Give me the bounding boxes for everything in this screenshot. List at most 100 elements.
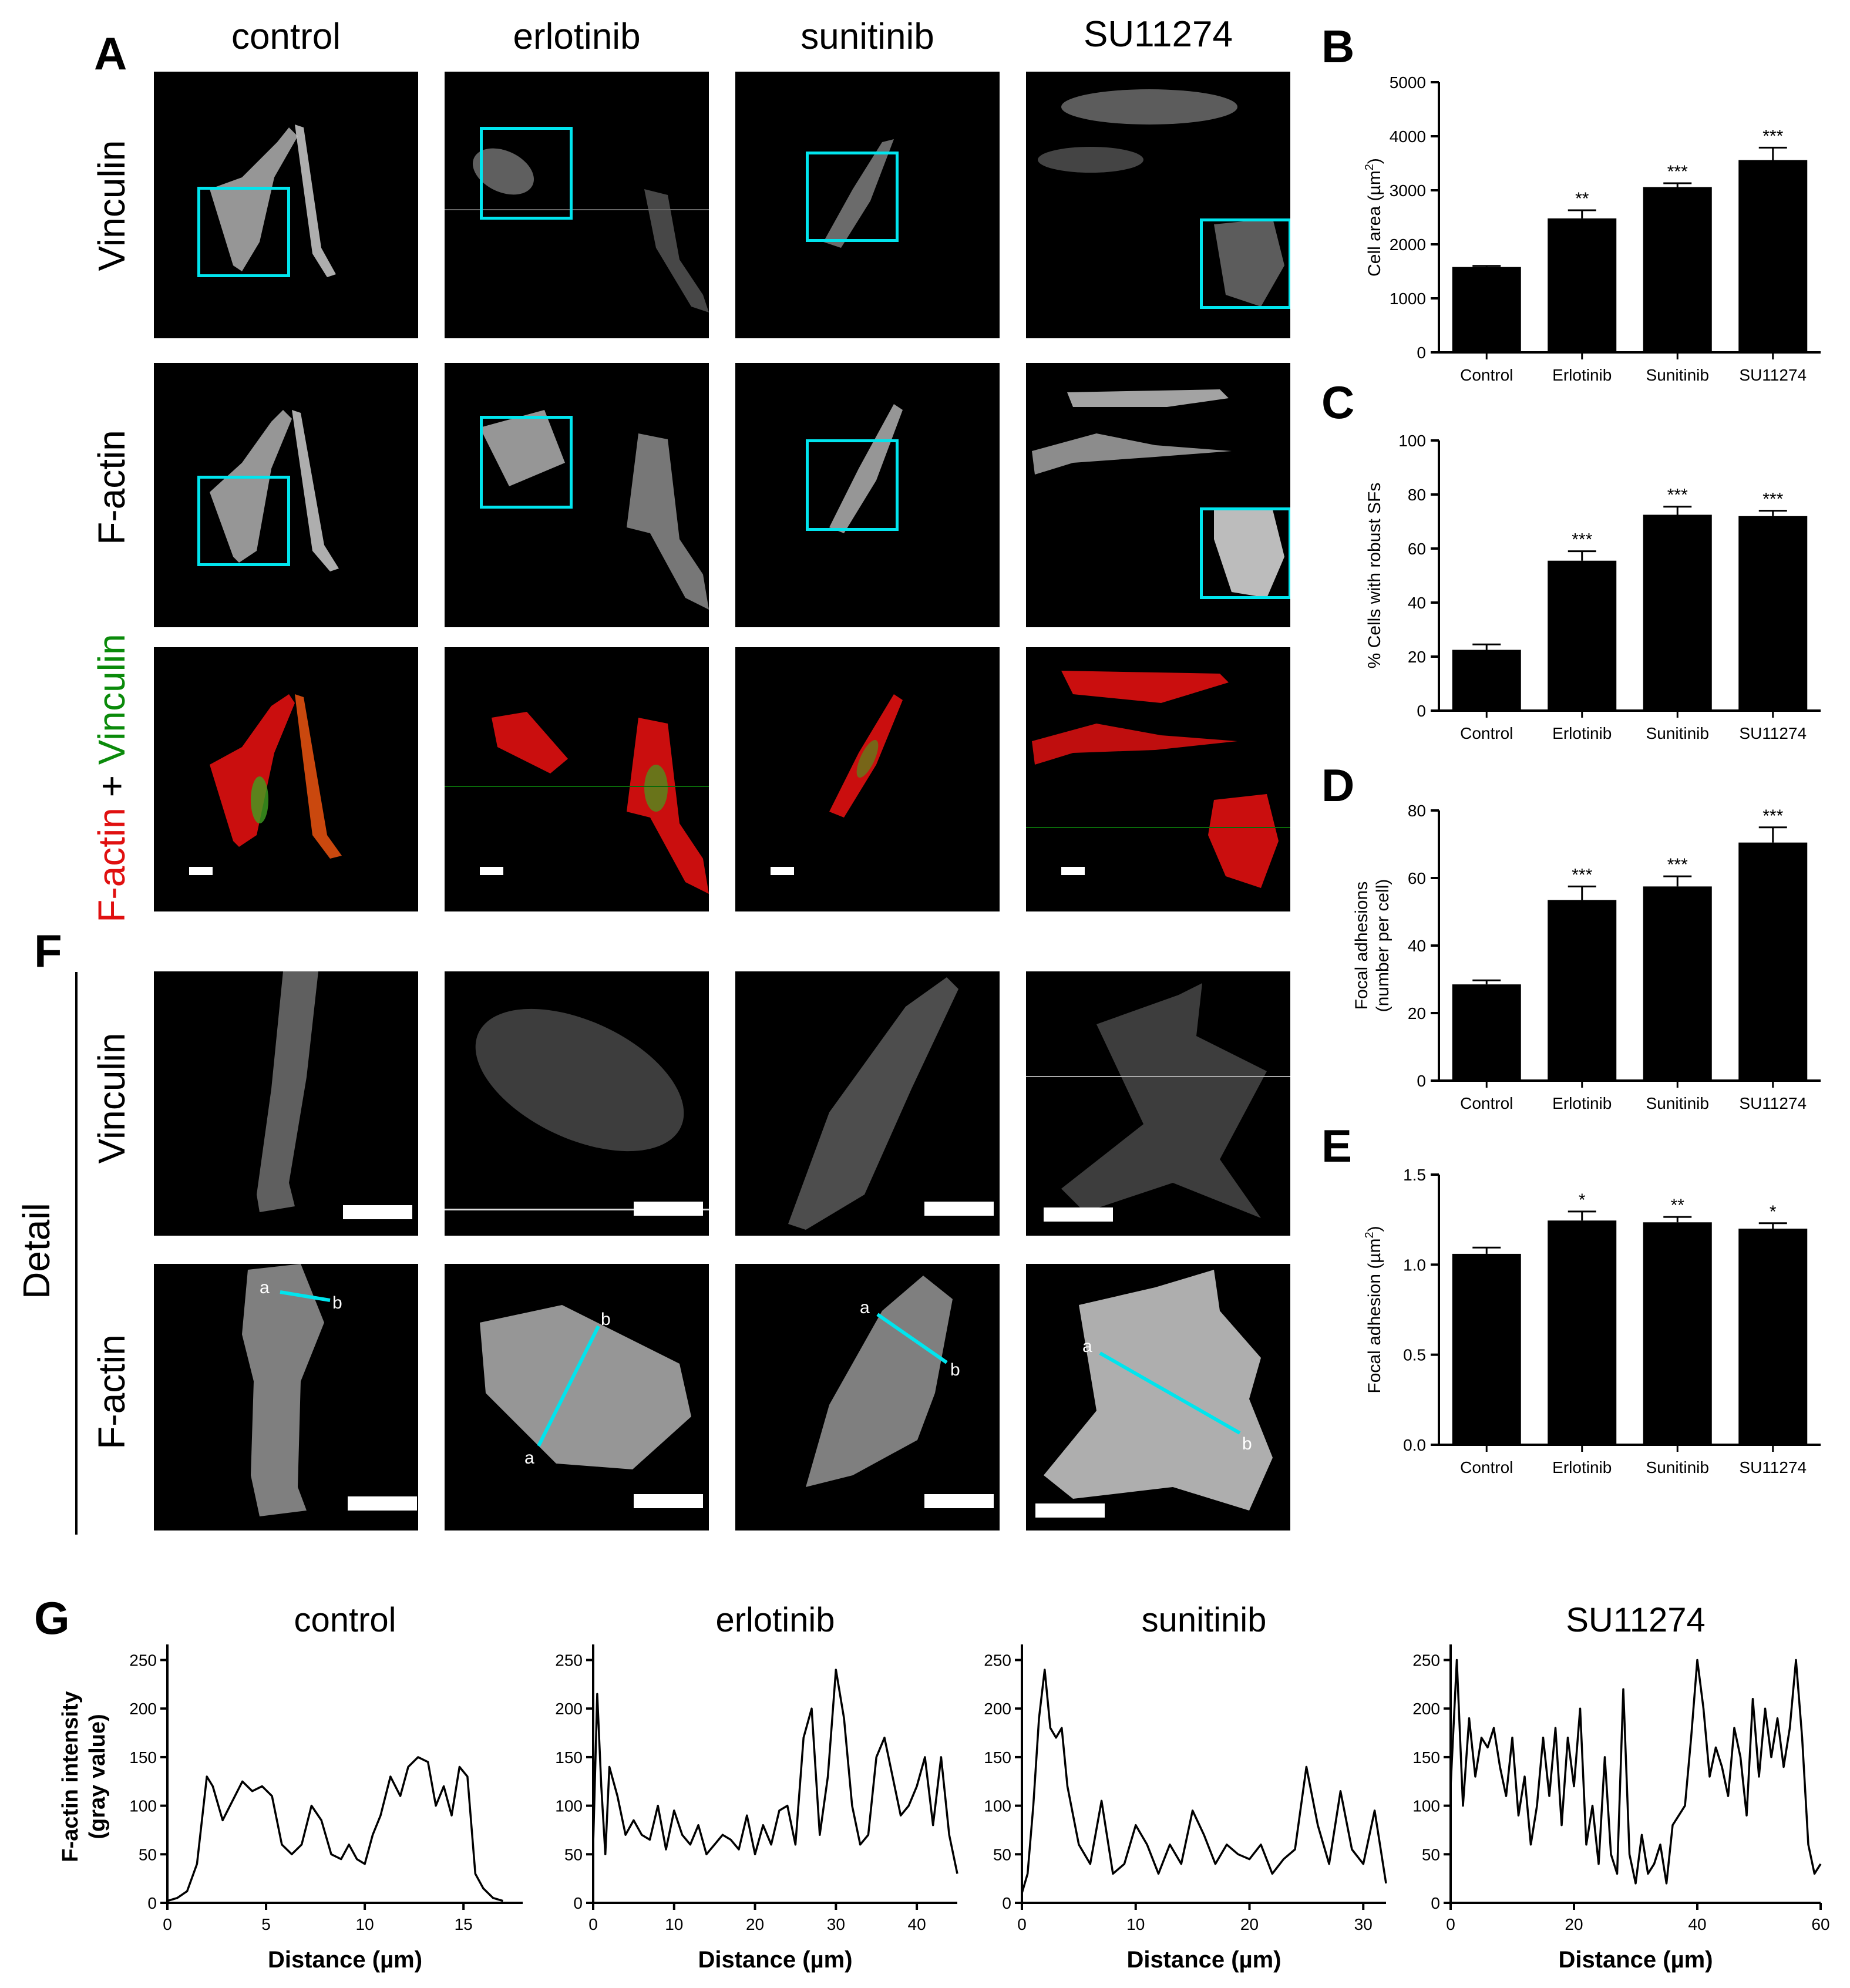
profile-chart-erlotinib: erlotinib 0 50 100 150 200 250 0 10 20 30 40 Distanc… xyxy=(546,1601,981,1985)
y-tick-label: 50 xyxy=(564,1845,583,1863)
profile-line xyxy=(592,1669,958,1874)
bar xyxy=(1452,267,1521,352)
y-tick-label: 40 xyxy=(1408,937,1426,955)
y-tick-label: 200 xyxy=(1412,1700,1440,1718)
detail-vinculin-control xyxy=(154,971,418,1236)
scale-bar xyxy=(348,1496,417,1511)
y-tick-label: 5000 xyxy=(1390,73,1426,92)
scale-bar xyxy=(634,1202,703,1216)
y-tick-label: 60 xyxy=(1408,540,1426,558)
y-tick-label: 0 xyxy=(1417,1072,1426,1090)
profile-title: sunitinib xyxy=(1142,1601,1267,1639)
profile-title: control xyxy=(294,1601,396,1639)
row-label-factin: F-actin xyxy=(90,430,133,545)
profile-chart-su11274: SU11274 0 50 100 150 200 250 0 20 40 60 Distance (µ… xyxy=(1404,1601,1844,1985)
inset-box xyxy=(806,152,899,242)
x-tick-label: Erlotinib xyxy=(1552,1094,1612,1112)
inset-box xyxy=(806,439,899,531)
bar xyxy=(1643,514,1712,711)
x-tick-label: Sunitinib xyxy=(1646,366,1709,384)
x-tick-label: SU11274 xyxy=(1739,1458,1807,1476)
x-tick-label: Erlotinib xyxy=(1552,724,1612,742)
y-tick-label: 250 xyxy=(984,1651,1011,1670)
y-tick-label: 80 xyxy=(1408,802,1426,820)
row-label-detail: Detail xyxy=(15,1203,58,1299)
significance-label: *** xyxy=(1667,855,1688,874)
x-tick-label: 40 xyxy=(1688,1915,1706,1933)
y-tick-label: 100 xyxy=(1398,432,1426,450)
merge-label-vinculin: Vinculin xyxy=(90,634,133,765)
line-start-label: a xyxy=(1082,1337,1092,1356)
scale-bar xyxy=(1061,867,1085,875)
y-tick-label: 2000 xyxy=(1390,236,1426,254)
micrograph-merge-su11274 xyxy=(1026,647,1290,911)
y-tick-label: 250 xyxy=(1412,1651,1440,1670)
significance-label: ** xyxy=(1671,1196,1685,1215)
panel-letter-g: G xyxy=(34,1592,70,1644)
x-tick-label: SU11274 xyxy=(1739,724,1807,742)
column-header-su11274: SU11274 xyxy=(1084,14,1233,55)
bar xyxy=(1738,842,1808,1081)
scale-bar xyxy=(771,867,794,875)
scale-bar xyxy=(1035,1503,1105,1518)
y-tick-label: 0 xyxy=(147,1894,157,1912)
y-axis-label: Focal adhesion (µm2) xyxy=(1363,1226,1384,1393)
y-tick-label: 60 xyxy=(1408,869,1426,887)
scale-bar xyxy=(343,1205,412,1219)
y-axis-label: (gray value) xyxy=(85,1714,110,1839)
line-end-label: b xyxy=(601,1310,611,1329)
significance-label: *** xyxy=(1572,865,1592,884)
panel-letter-b: B xyxy=(1321,21,1355,72)
y-tick-label: 1000 xyxy=(1390,290,1426,308)
y-tick-label: 50 xyxy=(993,1845,1011,1863)
x-tick-label: 5 xyxy=(261,1915,271,1933)
y-tick-label: 0.0 xyxy=(1403,1436,1426,1454)
bar xyxy=(1738,160,1808,352)
x-tick-label: Erlotinib xyxy=(1552,1458,1612,1476)
x-tick-label: SU11274 xyxy=(1739,366,1807,384)
line-end-label: b xyxy=(1242,1434,1252,1454)
x-tick-label: Sunitinib xyxy=(1646,1094,1709,1112)
micrograph-vinculin-erlotinib xyxy=(445,72,709,338)
y-tick-label: 200 xyxy=(129,1700,157,1718)
column-header-sunitinib: sunitinib xyxy=(800,16,934,57)
inset-box xyxy=(480,416,573,509)
scale-bar xyxy=(189,867,213,875)
inset-box xyxy=(1200,218,1290,309)
column-header-control: control xyxy=(231,16,341,57)
y-tick-label: 20 xyxy=(1408,1004,1426,1022)
significance-label: *** xyxy=(1762,490,1783,509)
scale-bar xyxy=(924,1494,994,1508)
significance-label: * xyxy=(1579,1190,1586,1210)
y-tick-label: 50 xyxy=(139,1845,157,1863)
detail-vinculin-erlotinib xyxy=(445,971,709,1236)
profile-line xyxy=(1021,1669,1387,1893)
micrograph-vinculin-su11274 xyxy=(1026,72,1290,338)
bar xyxy=(1452,1253,1521,1445)
micrograph-vinculin-control xyxy=(154,72,418,338)
y-axis-label: Cell area (µm2) xyxy=(1363,158,1384,277)
micrograph-factin-sunitinib xyxy=(735,363,1000,627)
bar xyxy=(1738,1229,1808,1445)
bar xyxy=(1452,984,1521,1081)
x-tick-label: Control xyxy=(1460,366,1513,384)
y-tick-label: 250 xyxy=(555,1651,583,1670)
y-tick-label: 0 xyxy=(1417,702,1426,720)
x-tick-label: 0 xyxy=(1446,1915,1455,1933)
y-tick-label: 100 xyxy=(555,1797,583,1815)
x-tick-label: 10 xyxy=(1126,1915,1145,1933)
micrograph-merge-control xyxy=(154,647,418,911)
scale-bar xyxy=(924,1202,994,1216)
y-tick-label: 20 xyxy=(1408,648,1426,666)
profile-title: SU11274 xyxy=(1566,1601,1706,1639)
y-tick-label: 150 xyxy=(984,1748,1011,1767)
detail-vinculin-sunitinib xyxy=(735,971,1000,1236)
row-label-merge: F-actin + Vinculin xyxy=(90,634,133,923)
x-tick-label: 0 xyxy=(163,1915,172,1933)
y-tick-label: 150 xyxy=(1412,1748,1440,1767)
bar xyxy=(1548,1220,1617,1445)
row-label-detail-factin: F-actin xyxy=(90,1334,133,1449)
inset-box xyxy=(480,127,573,220)
significance-label: *** xyxy=(1667,486,1688,505)
